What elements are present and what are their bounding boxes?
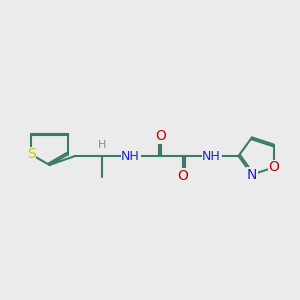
Text: O: O: [155, 130, 166, 143]
Text: N: N: [247, 167, 257, 182]
Text: NH: NH: [202, 149, 221, 163]
Text: S: S: [27, 148, 36, 161]
Text: NH: NH: [121, 149, 140, 163]
Text: H: H: [98, 140, 106, 150]
Text: O: O: [268, 160, 279, 175]
Text: O: O: [178, 169, 188, 182]
